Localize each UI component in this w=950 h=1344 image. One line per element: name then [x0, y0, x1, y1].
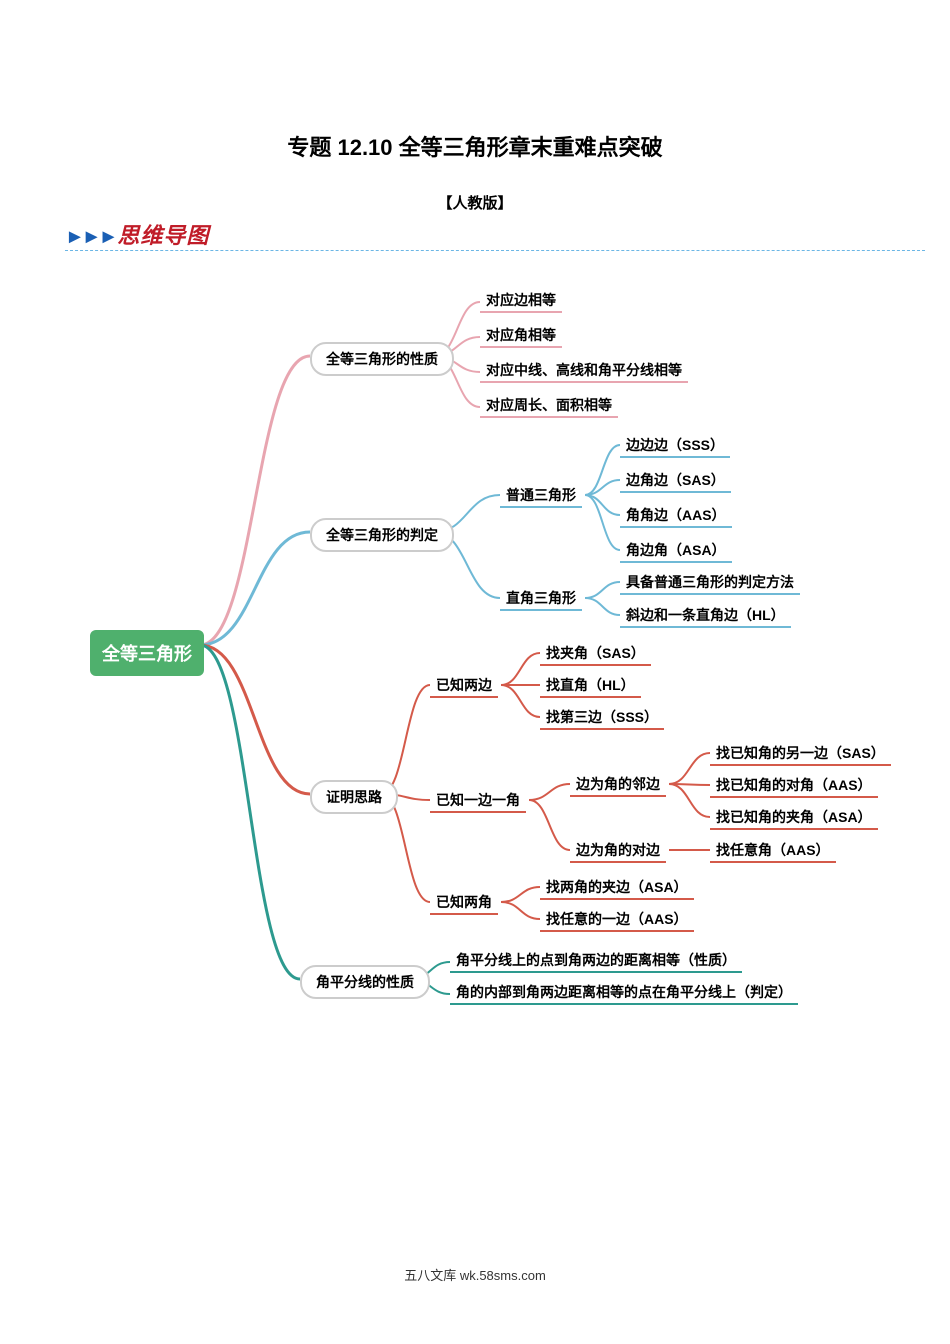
mindmap-leaf: 角边角（ASA）: [620, 540, 732, 560]
banner-arrows-icon: ►►►: [65, 226, 115, 248]
mindmap-leaf: 已知两角: [430, 892, 498, 912]
mindmap-leaf: 边角边（SAS）: [620, 470, 731, 490]
mindmap-leaf: 找两角的夹边（ASA）: [540, 877, 694, 897]
mindmap-leaf: 对应角相等: [480, 325, 562, 345]
mindmap-leaf: 边边边（SSS）: [620, 435, 730, 455]
mindmap-leaf: 对应中线、高线和角平分线相等: [480, 360, 688, 380]
mindmap-leaf: 普通三角形: [500, 485, 582, 505]
mindmap-node: 角平分线的性质: [300, 965, 430, 999]
mindmap-leaf: 对应周长、面积相等: [480, 395, 618, 415]
mindmap-leaf: 边为角的对边: [570, 840, 666, 860]
mindmap-leaf: 角角边（AAS）: [620, 505, 732, 525]
mindmap-node: 全等三角形的性质: [310, 342, 454, 376]
section-banner: ►►►思维导图: [65, 218, 209, 250]
page-title: 专题 12.10 全等三角形章末重难点突破: [0, 130, 950, 162]
mindmap-leaf: 找直角（HL）: [540, 675, 641, 695]
mindmap-leaf: 斜边和一条直角边（HL）: [620, 605, 791, 625]
mindmap-diagram: 全等三角形 全等三角形的性质 对应边相等对应角相等对应中线、高线和角平分线相等对应…: [0, 280, 950, 1040]
mindmap-leaf: 对应边相等: [480, 290, 562, 310]
mindmap-leaf: 已知一边一角: [430, 790, 526, 810]
mindmap-leaf: 找已知角的对角（AAS）: [710, 775, 878, 795]
mindmap-leaf: 角的内部到角两边距离相等的点在角平分线上（判定）: [450, 982, 798, 1002]
mindmap-leaf: 找夹角（SAS）: [540, 643, 651, 663]
mindmap-leaf: 具备普通三角形的判定方法: [620, 572, 800, 592]
mindmap-root: 全等三角形: [90, 630, 204, 676]
mindmap-leaf: 边为角的邻边: [570, 774, 666, 794]
mindmap-leaf: 直角三角形: [500, 588, 582, 608]
mindmap-leaf: 找已知角的夹角（ASA）: [710, 807, 878, 827]
mindmap-leaf: 找已知角的另一边（SAS）: [710, 743, 891, 763]
mindmap-leaf: 找第三边（SSS）: [540, 707, 664, 727]
mindmap-leaf: 角平分线上的点到角两边的距离相等（性质）: [450, 950, 742, 970]
page-footer: 五八文库 wk.58sms.com: [0, 1265, 950, 1284]
mindmap-node: 全等三角形的判定: [310, 518, 454, 552]
mindmap-leaf: 找任意角（AAS）: [710, 840, 836, 860]
page-subtitle: 【人教版】: [0, 192, 950, 213]
mindmap-leaf: 已知两边: [430, 675, 498, 695]
mindmap-node: 证明思路: [310, 780, 398, 814]
mindmap-leaf: 找任意的一边（AAS）: [540, 909, 694, 929]
banner-underline: [65, 250, 925, 251]
